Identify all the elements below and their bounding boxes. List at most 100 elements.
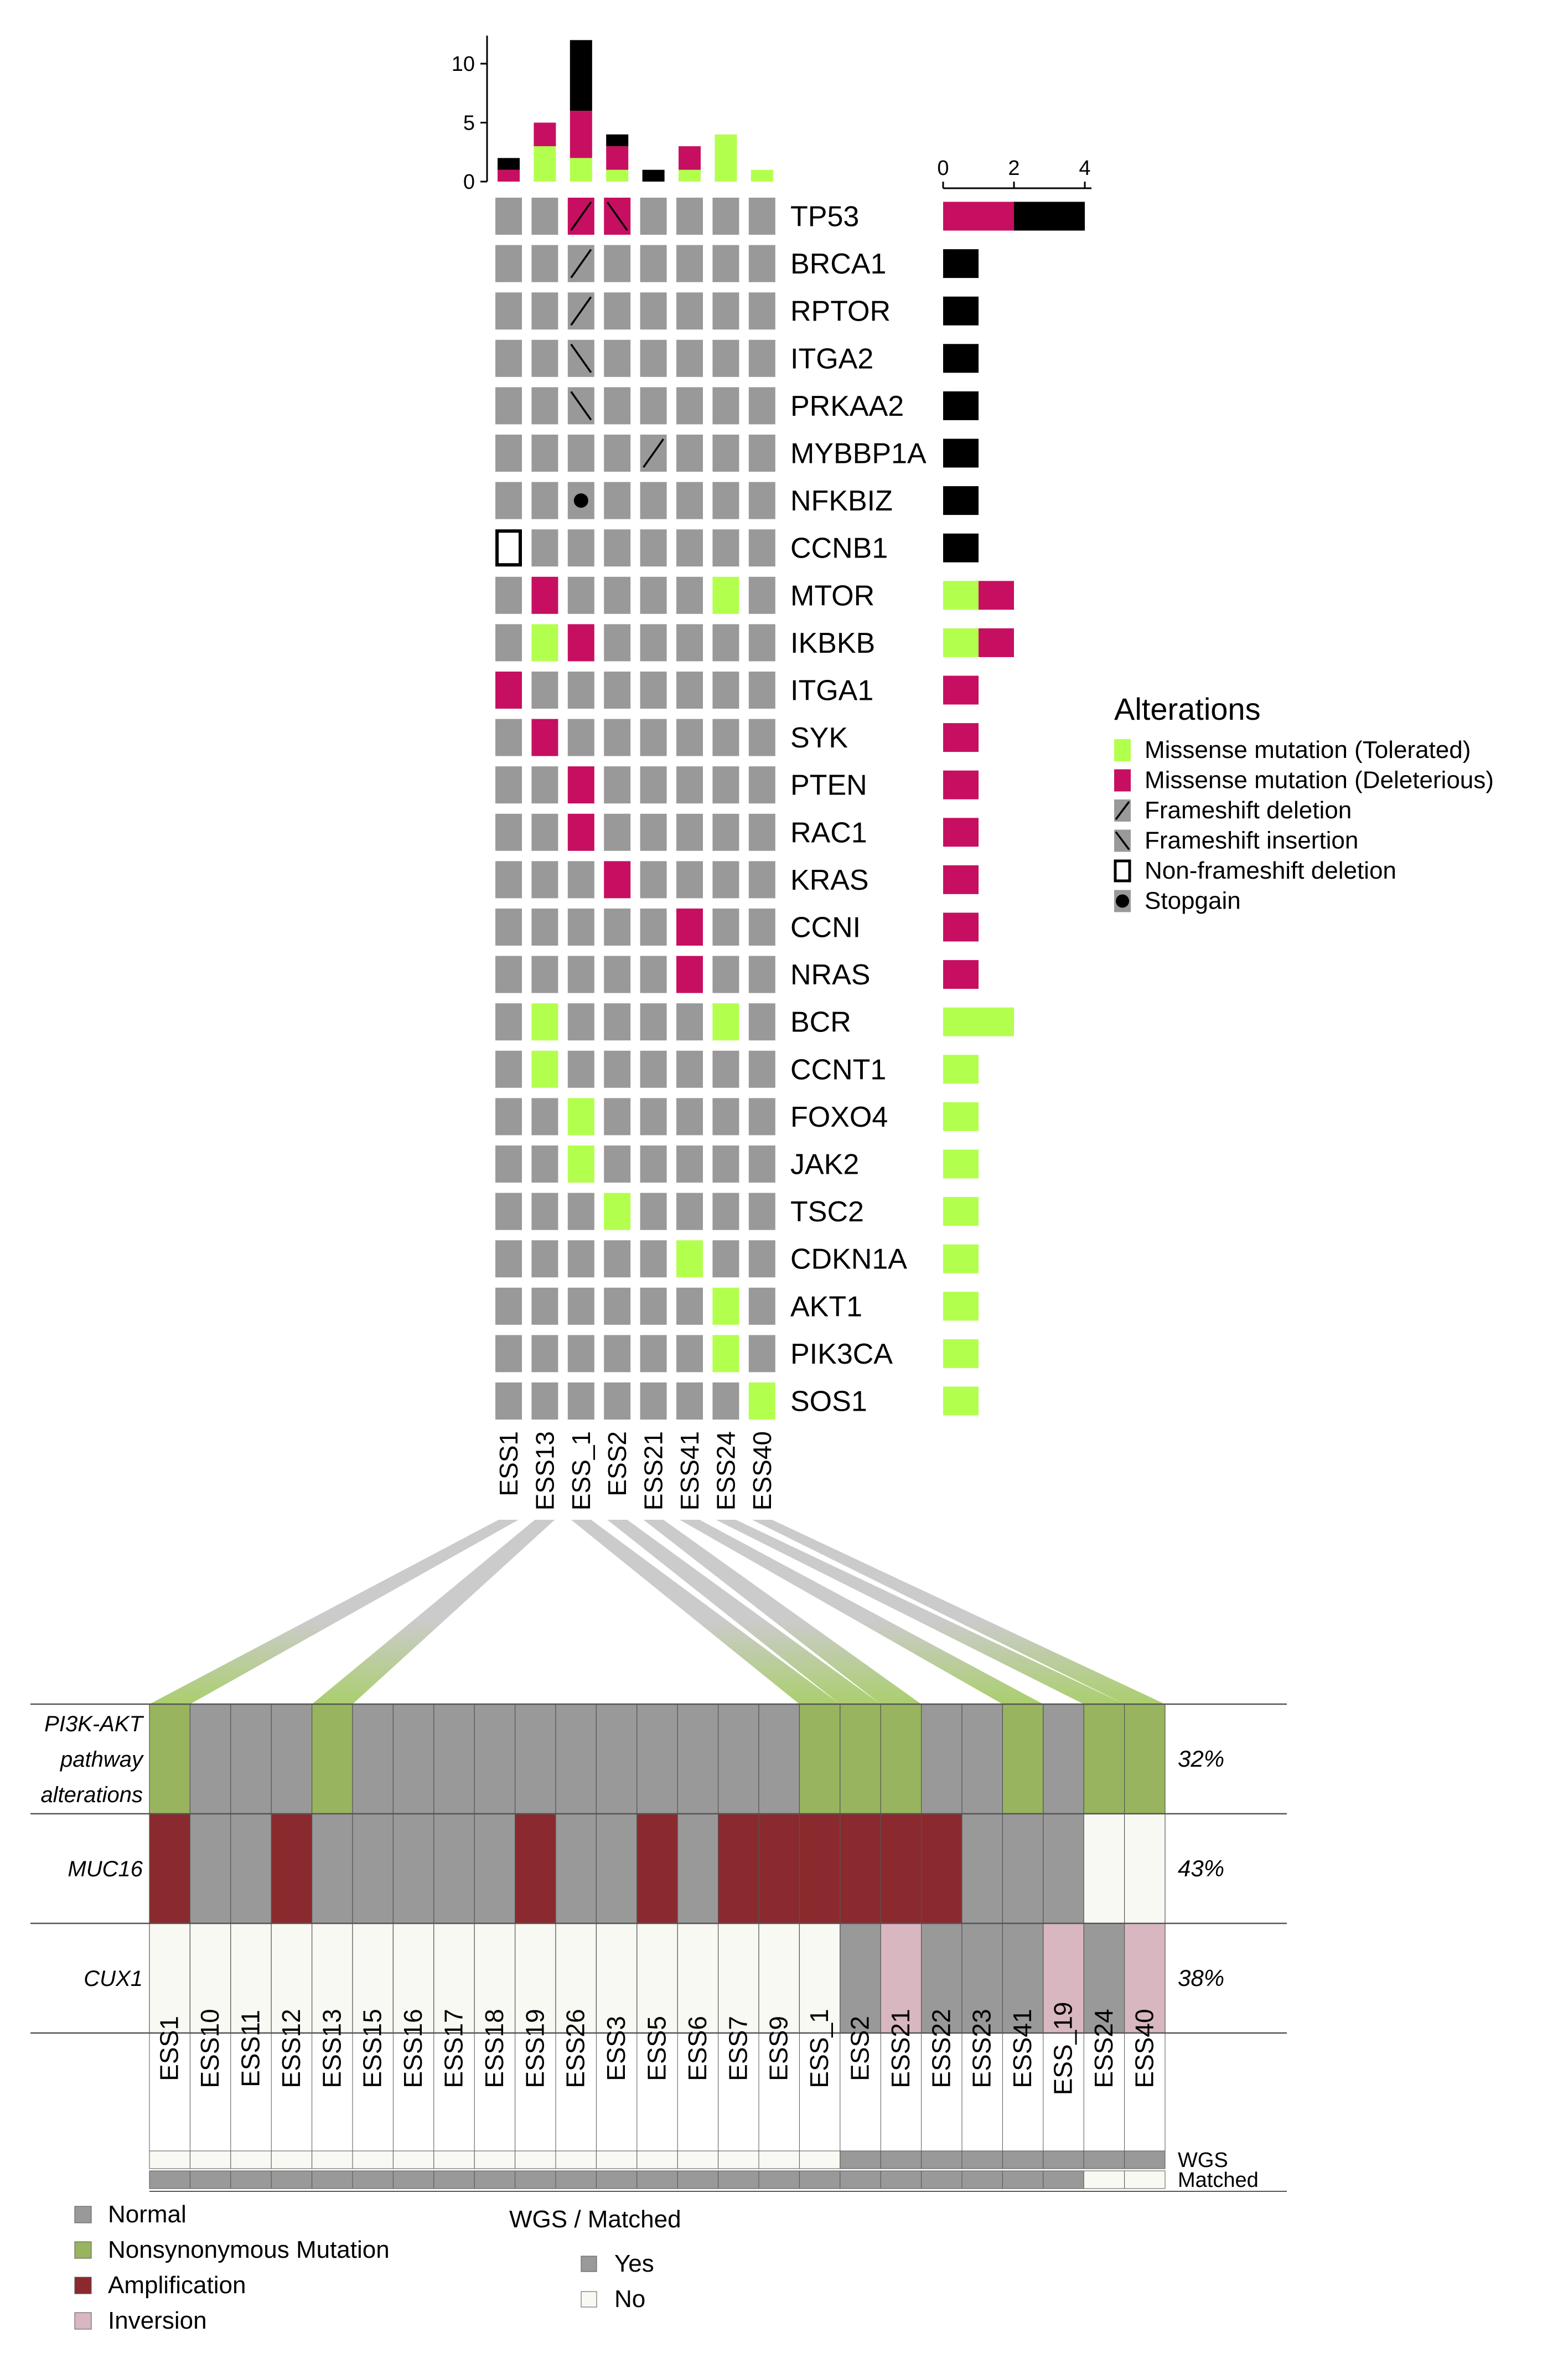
oncoprint-cell (531, 719, 558, 756)
oncoprint-cell (748, 245, 775, 282)
gene-label: FOXO4 (790, 1101, 888, 1133)
oncoprint-cell (567, 672, 594, 709)
heatmap-cell (149, 1704, 191, 1814)
right-bar-other (943, 438, 979, 468)
oncoprint-cell (748, 576, 775, 614)
oncoprint-cell (495, 1050, 522, 1088)
oncoprint-cell (712, 861, 739, 899)
right-bar-tolerated (943, 581, 979, 610)
oncoprint-cell (567, 813, 594, 851)
gene-label: PRKAA2 (790, 390, 904, 422)
oncoprint-cell (748, 719, 775, 756)
bottom-sample-label: ESS41 (1008, 2009, 1037, 2088)
heatmap-cell (1002, 1704, 1044, 1814)
oncoprint-cell (640, 1145, 667, 1183)
annotation-track-cell (474, 2150, 516, 2169)
oncoprint-cell (676, 624, 703, 662)
annotation-track-cell (758, 2150, 800, 2169)
top-y-tick-label: 10 (452, 53, 475, 76)
heatmap-cell (920, 1813, 962, 1924)
annotation-track-cell (515, 2150, 556, 2169)
nonframeshift-deletion-glyph (495, 529, 522, 567)
oncoprint-cell (604, 1382, 631, 1420)
heatmap-cell (514, 1813, 556, 1924)
connector-band (716, 1520, 1125, 1704)
heatmap-cell (1043, 1813, 1084, 1924)
oncoprint-cell (748, 1098, 775, 1136)
top-sample-label: ESS13 (530, 1431, 559, 1510)
gene-label: NRAS (790, 959, 870, 991)
annotation-track-cell (1043, 2170, 1084, 2189)
annotation-track-cell (149, 2170, 190, 2189)
right-bar-tolerated (943, 1197, 979, 1226)
oncoprint-cell (748, 1145, 775, 1183)
gene-label: PTEN (790, 770, 867, 802)
oncoprint-cell (676, 1240, 703, 1278)
heatmap-cell (840, 1923, 881, 2034)
oncoprint-cell (712, 624, 739, 662)
top-barplot: 0 5 10 (452, 35, 773, 194)
top-bar-tolerated (751, 169, 773, 182)
annotation-track-label: WGS (1178, 2149, 1228, 2172)
gene-label: CCNB1 (790, 533, 888, 565)
oncoprint-cell (712, 529, 739, 567)
oncoprint-cell (531, 339, 558, 377)
oncoprint-cell (676, 1003, 703, 1041)
right-bar-tolerated (943, 1102, 979, 1131)
gene-label: MYBBP1A (790, 438, 927, 470)
top-sample-label: ESS2 (603, 1431, 632, 1497)
legend-stopgain-dot (1116, 894, 1129, 908)
bottom-sample-label: ESS40 (1130, 2009, 1158, 2088)
oncoprint-grid (495, 198, 775, 1420)
alterations-legend-label: Frameshift deletion (1145, 797, 1352, 824)
top-y-tick-label: 5 (463, 112, 475, 135)
heatmap-cell (433, 1813, 475, 1924)
oncoprint-cell (531, 576, 558, 614)
annotation-track-cell (921, 2150, 962, 2169)
heatmap-row-label-line: PI3K-AKT (44, 1712, 144, 1736)
annotation-track-cell (840, 2170, 881, 2189)
oncoprint-cell (604, 292, 631, 330)
bottom-sample-label: ESS1 (155, 2016, 184, 2081)
right-bar-deleterious (943, 723, 979, 752)
oncoprint-cell (495, 1335, 522, 1372)
heatmap-cell (474, 1704, 516, 1814)
oncoprint-cell (640, 956, 667, 993)
annotation-track-cell (596, 2150, 638, 2169)
annotation-track-cell (961, 2170, 1003, 2189)
stopgain-glyph (573, 493, 588, 508)
frameshift-insertion-glyph (606, 201, 628, 231)
gene-label: AKT1 (790, 1291, 862, 1323)
wgs-legend-label: Yes (614, 2250, 654, 2277)
annotation-track-cell (718, 2170, 759, 2189)
heatmap-row-percent: 43% (1178, 1855, 1224, 1881)
legend-nonfs-del-swatch (1114, 859, 1131, 883)
top-bar-other (570, 40, 592, 111)
annotation-track-cell (921, 2170, 962, 2189)
oncoprint-cell (676, 1145, 703, 1183)
oncoprint-cell (640, 1240, 667, 1278)
oncoprint-cell (567, 1098, 594, 1136)
oncoprint-cell (531, 1335, 558, 1372)
heatmap-cell (880, 1704, 922, 1814)
annotation-track-cell (312, 2150, 353, 2169)
oncoprint-cell (495, 245, 522, 282)
oncoprint-cell (567, 909, 594, 946)
annotation-track-cell (271, 2150, 313, 2169)
heatmap-cell (311, 1813, 353, 1924)
legend-fs-ins-stroke (1115, 831, 1130, 850)
heatmap-cell (1124, 1813, 1166, 1924)
alterations-legend-label: Non-frameshift deletion (1145, 857, 1396, 884)
oncoprint-cell (495, 1145, 522, 1183)
oncoprint-cell (640, 1382, 667, 1420)
gene-label: CCNT1 (790, 1054, 886, 1086)
oncoprint-cell (495, 672, 522, 709)
gene-label: IKBKB (790, 627, 875, 659)
oncoprint-cell (712, 956, 739, 993)
bottom-sample-label: ESS18 (480, 2009, 509, 2088)
oncoprint-cell (640, 245, 667, 282)
gene-label: MTOR (790, 580, 874, 612)
oncoprint-cell (712, 1098, 739, 1136)
heatmap-row-label-line: MUC16 (68, 1857, 143, 1881)
right-bar-deleterious (979, 581, 1014, 610)
